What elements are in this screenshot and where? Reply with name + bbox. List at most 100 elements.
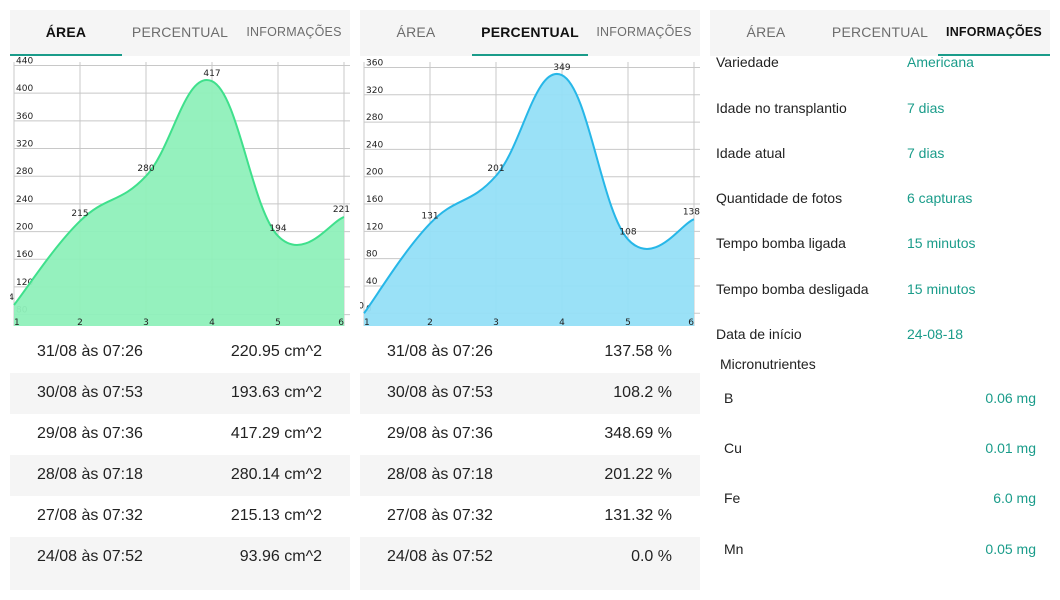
x-tick-label: 6 <box>338 318 344 328</box>
list-item[interactable]: 30/08 às 07:53 193.63 cm^2 <box>10 373 350 414</box>
info-value: 6 capturas <box>907 190 973 206</box>
list-item[interactable]: 28/08 às 07:18 201.22 % <box>360 455 700 496</box>
info-label: Tempo bomba ligada <box>716 235 846 251</box>
y-tick-label: 280 <box>366 113 383 123</box>
x-tick-label: 1 <box>364 318 370 328</box>
y-tick-label: 360 <box>366 58 383 68</box>
list-item[interactable]: 24/08 às 07:52 93.96 cm^2 <box>10 537 350 578</box>
y-tick-label: 240 <box>16 195 33 205</box>
info-row-data-inicio: Data de início 24-08-18 <box>710 326 1050 350</box>
tab-percentual[interactable]: PERCENTUAL <box>472 10 588 56</box>
micronutrient-value: 0.01 mg <box>985 440 1036 456</box>
x-tick-label: 6 <box>688 318 694 328</box>
y-tick-label: 200 <box>16 223 33 233</box>
percentual-panel: ÁREA PERCENTUAL INFORMAÇÕES 0 40 80 120 160 2… <box>360 10 700 590</box>
area-panel: ÁREA PERCENTUAL INFORMAÇÕES 801201602002… <box>10 10 350 590</box>
info-row-bomba-ligada: Tempo bomba ligada 15 minutos <box>710 235 1050 259</box>
row-value: 201.22 % <box>604 466 672 483</box>
series-line <box>13 78 345 306</box>
chart-svg: 0408012016020024028032036001312013491081… <box>360 58 700 328</box>
x-tick-label: 4 <box>209 318 215 328</box>
percentual-list: 31/08 às 07:26 137.58 % 30/08 às 07:53 108… <box>360 332 700 590</box>
list-item[interactable]: 27/08 às 07:32 215.13 cm^2 <box>10 496 350 537</box>
y-tick-label: 160 <box>366 195 383 205</box>
y-tick-label: 40 <box>366 277 378 287</box>
row-date: 29/08 às 07:36 <box>387 425 493 442</box>
tab-informacoes[interactable]: INFORMAÇÕES <box>246 25 342 39</box>
data-label: 0 <box>360 301 364 311</box>
list-item[interactable]: 31/08 às 07:26 220.95 cm^2 <box>10 332 350 373</box>
list-item[interactable]: 31/08 às 07:26 137.58 % <box>360 332 700 373</box>
info-row-bomba-desligada: Tempo bomba desligada 15 minutos <box>710 281 1050 305</box>
micronutrient-name: B <box>724 390 734 406</box>
informacoes-panel: ÁREA PERCENTUAL INFORMAÇÕES Variedade Ame… <box>710 10 1050 600</box>
tab-area[interactable]: ÁREA <box>746 24 786 40</box>
info-label: Idade atual <box>716 145 786 161</box>
y-tick-label: 120 <box>366 222 383 232</box>
x-tick-label: 3 <box>493 318 499 328</box>
y-tick-label: 200 <box>366 168 383 178</box>
row-date: 31/08 às 07:26 <box>37 343 143 360</box>
info-value: 15 minutos <box>907 281 976 297</box>
micronutrient-value: 6.0 mg <box>993 490 1036 506</box>
info-label: Data de início <box>716 326 802 342</box>
data-label: 194 <box>269 224 286 234</box>
data-label: 221 <box>333 205 350 215</box>
row-value: 131.32 % <box>604 507 672 524</box>
info-value: 7 dias <box>907 145 945 161</box>
data-label: 131 <box>421 212 438 222</box>
row-value: 280.14 cm^2 <box>230 466 322 483</box>
x-tick-label: 3 <box>143 318 149 328</box>
row-date: 27/08 às 07:32 <box>387 507 493 524</box>
data-label: 349 <box>553 63 570 73</box>
micronutrient-name: Cu <box>724 440 742 456</box>
micronutrients-title: Micronutrientes <box>720 356 816 372</box>
row-value: 417.29 cm^2 <box>230 425 322 442</box>
tab-informacoes[interactable]: INFORMAÇÕES <box>938 10 1050 56</box>
tab-bar: ÁREA PERCENTUAL INFORMAÇÕES <box>10 10 350 56</box>
data-label: 201 <box>487 164 504 174</box>
x-tick-label: 2 <box>77 318 83 328</box>
micronutrient-value: 0.05 mg <box>985 541 1036 557</box>
info-value: 15 minutos <box>907 235 976 251</box>
micronutrient-row: B 0.06 mg <box>710 390 1050 414</box>
info-row-variedade: Variedade Americana <box>710 54 1050 78</box>
series-line <box>363 72 695 314</box>
list-item[interactable]: 28/08 às 07:18 280.14 cm^2 <box>10 455 350 496</box>
list-item[interactable]: 27/08 às 07:32 131.32 % <box>360 496 700 537</box>
y-tick-label: 440 <box>16 56 33 66</box>
x-tick-label: 2 <box>427 318 433 328</box>
row-value: 108.2 % <box>613 384 672 401</box>
area-list: 31/08 às 07:26 220.95 cm^2 30/08 às 07:53… <box>10 332 350 590</box>
tab-bar: ÁREA PERCENTUAL INFORMAÇÕES <box>710 10 1050 56</box>
micronutrient-row: Fe 6.0 mg <box>710 490 1050 514</box>
micronutrient-value: 0.06 mg <box>985 390 1036 406</box>
data-label: 215 <box>71 209 88 219</box>
info-row-idade-atual: Idade atual 7 dias <box>710 145 1050 169</box>
row-value: 0.0 % <box>631 548 672 565</box>
tab-area[interactable]: ÁREA <box>10 10 122 56</box>
tab-area[interactable]: ÁREA <box>396 24 436 40</box>
info-label: Quantidade de fotos <box>716 190 843 206</box>
tab-percentual[interactable]: PERCENTUAL <box>831 24 929 40</box>
info-value: 7 dias <box>907 100 945 116</box>
tab-informacoes[interactable]: INFORMAÇÕES <box>596 25 692 39</box>
info-value: 24-08-18 <box>907 326 964 342</box>
tab-percentual[interactable]: PERCENTUAL <box>131 24 229 40</box>
tab-bar: ÁREA PERCENTUAL INFORMAÇÕES <box>360 10 700 56</box>
y-tick-label: 280 <box>16 167 33 177</box>
list-item[interactable]: 24/08 às 07:52 0.0 % <box>360 537 700 578</box>
list-item[interactable]: 30/08 às 07:53 108.2 % <box>360 373 700 414</box>
list-item[interactable]: 29/08 às 07:36 417.29 cm^2 <box>10 414 350 455</box>
area-fill <box>364 73 694 326</box>
row-value: 137.58 % <box>604 343 672 360</box>
row-date: 29/08 às 07:36 <box>37 425 143 442</box>
y-tick-label: 160 <box>16 250 33 260</box>
area-chart: 8012016020024028032036040044094215280417… <box>10 56 350 332</box>
row-value: 193.63 cm^2 <box>230 384 322 401</box>
x-tick-label: 5 <box>625 318 631 328</box>
list-item[interactable]: 29/08 às 07:36 348.69 % <box>360 414 700 455</box>
chart-svg: 8012016020024028032036040044094215280417… <box>10 56 350 328</box>
row-date: 30/08 às 07:53 <box>37 384 143 401</box>
y-tick-label: 320 <box>16 140 33 150</box>
